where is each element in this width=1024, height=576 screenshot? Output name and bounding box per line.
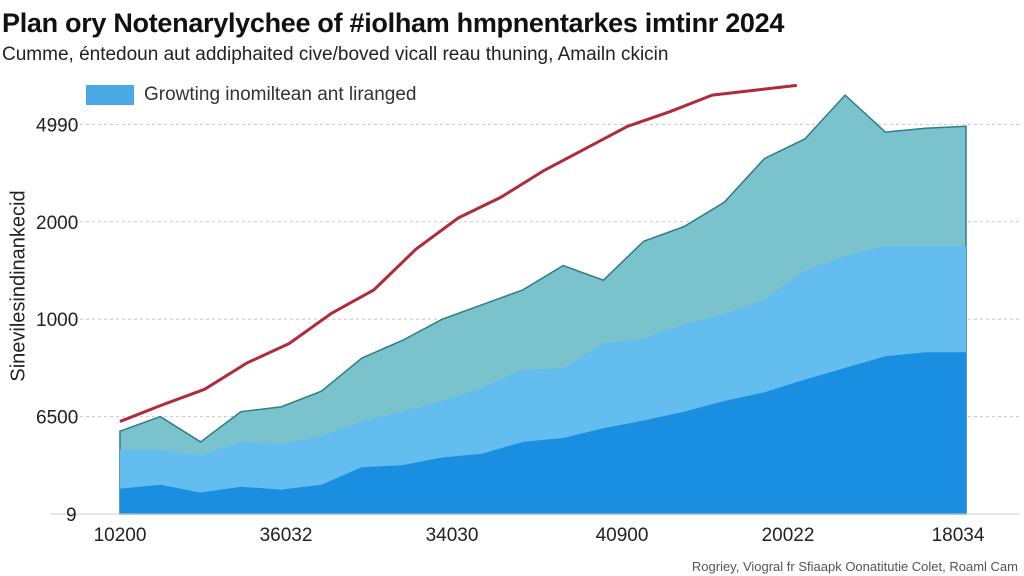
y-tick-label: 9 xyxy=(66,505,77,526)
y-tick-label: 4990 xyxy=(36,115,78,136)
x-tick-label: 20022 xyxy=(762,525,815,546)
area-series-0 xyxy=(120,352,966,514)
x-tick-label: 34030 xyxy=(426,525,479,546)
legend-label: Growting inomiltean ant liranged xyxy=(144,84,417,105)
legend: Growting inomiltean ant liranged xyxy=(86,84,417,106)
y-tick-label: 2000 xyxy=(36,213,78,234)
chart-subtitle: Cumme, éntedoun aut addiphaited cive/bov… xyxy=(2,44,669,65)
x-tick-label: 40900 xyxy=(596,525,649,546)
chart-title: Plan ory Notenarylychee of #iolham hmpne… xyxy=(2,8,785,38)
x-tick-label: 18034 xyxy=(932,525,985,546)
x-tick-label: 10200 xyxy=(94,525,147,546)
trend-line xyxy=(119,83,797,423)
source-note: Rogriey, Viogral fr Sfiaapk Oonatitutie … xyxy=(691,559,1018,574)
y-tick-label: 1000 xyxy=(36,310,78,331)
x-tick-label: 36032 xyxy=(260,525,313,546)
legend-swatch xyxy=(86,85,134,105)
y-tick-label: 6500 xyxy=(36,408,78,429)
